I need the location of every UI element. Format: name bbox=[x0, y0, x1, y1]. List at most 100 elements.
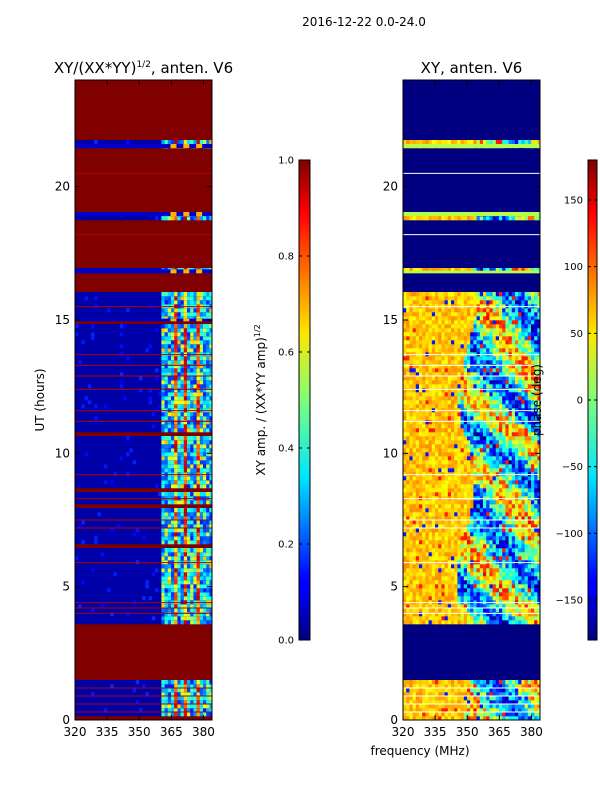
phase-heatmap-row bbox=[403, 528, 540, 533]
phase-heatmap-row bbox=[403, 548, 540, 553]
amp-heatmap-row bbox=[75, 612, 212, 617]
phase-heatmap-row bbox=[403, 468, 540, 473]
amplitude-panel: XY/(XX*YY)1/2, anten. V6 320 335 350 365 380… bbox=[33, 59, 233, 739]
y-tick-label: 20 bbox=[55, 180, 70, 194]
phase-colorbar: −150 −100 −50 0 50 100 150 phase (deg) bbox=[530, 159, 598, 641]
amp-bright-channel bbox=[183, 269, 190, 274]
amp-heatmap-row bbox=[75, 444, 212, 449]
amp-heatmap-row bbox=[75, 496, 212, 501]
x-tick-label: 335 bbox=[424, 725, 447, 739]
amp-heatmap-row bbox=[75, 456, 212, 461]
phase-heatmap-row bbox=[403, 576, 540, 581]
amp-heatmap-row bbox=[75, 360, 212, 365]
x-tick-label: 320 bbox=[64, 725, 87, 739]
phase-heatmap-row bbox=[403, 532, 540, 537]
phase-panel: XY, anten. V6 320 335 350 365 380 0 5 10 15 20 fr… bbox=[370, 59, 542, 758]
phase-heatmap-row bbox=[403, 456, 540, 461]
phase-heatmap-row bbox=[403, 316, 540, 321]
x-tick-label: 365 bbox=[488, 725, 511, 739]
y-tick-label: 0 bbox=[390, 713, 398, 727]
phase-heatmap-row bbox=[403, 336, 540, 341]
phase-heatmap-row bbox=[403, 356, 540, 361]
phase-heatmap-row bbox=[403, 488, 540, 493]
figure-title: 2016-12-22 0.0-24.0 bbox=[302, 15, 426, 29]
phase-heatmap-row bbox=[403, 712, 540, 717]
phase-heatmap-row bbox=[403, 292, 540, 297]
phase-heatmap-row bbox=[403, 460, 540, 465]
amp-heatmap-row bbox=[75, 352, 212, 357]
phase-heatmap-row bbox=[403, 464, 540, 469]
phase-heatmap-row bbox=[403, 680, 540, 685]
amp-heatmap-row bbox=[75, 480, 212, 485]
phase-heatmap-row bbox=[403, 508, 540, 513]
amp-heatmap-row bbox=[75, 472, 212, 477]
amp-heatmap-row bbox=[75, 140, 212, 145]
phase-heatmap bbox=[403, 80, 540, 720]
amp-heatmap-row bbox=[75, 464, 212, 469]
colorbar-tick-label: 1.0 bbox=[278, 156, 294, 167]
amplitude-plot-frame bbox=[74, 79, 213, 721]
amp-heatmap-row bbox=[75, 368, 212, 373]
phase-heatmap-row bbox=[403, 540, 540, 545]
phase-heatmap-row bbox=[403, 544, 540, 549]
phase-heatmap-row bbox=[403, 448, 540, 453]
amp-low-stripe bbox=[75, 212, 212, 216]
phase-heatmap-row bbox=[403, 396, 540, 401]
phase-heatmap-row bbox=[403, 560, 540, 565]
phase-heatmap-row bbox=[403, 572, 540, 577]
amp-heatmap-row bbox=[75, 680, 212, 685]
phase-heatmap-row bbox=[403, 372, 540, 377]
amp-heatmap-row bbox=[75, 304, 212, 309]
amp-heatmap-row bbox=[75, 420, 212, 425]
phase-heatmap-row bbox=[403, 580, 540, 585]
amp-heatmap-row bbox=[75, 604, 212, 609]
phase-heatmap-row bbox=[403, 268, 540, 273]
phase-heatmap-row bbox=[403, 428, 540, 433]
amplitude-colorbar-ticks: 0.0 0.2 0.4 0.6 0.8 1.0 bbox=[278, 156, 310, 647]
y-tick-label: 20 bbox=[383, 180, 398, 194]
amp-heatmap-row bbox=[75, 468, 212, 473]
amplitude-colorbar: 0.0 0.2 0.4 0.6 0.8 1.0 XY amp. / (XX*YY amp)… bbox=[253, 156, 311, 647]
phase-heatmap-row bbox=[403, 412, 540, 417]
amp-heatmap-row bbox=[75, 364, 212, 369]
amp-heatmap-row bbox=[75, 548, 212, 553]
amp-heatmap-row bbox=[75, 344, 212, 349]
phase-heatmap-row bbox=[403, 620, 540, 625]
amp-heatmap-row bbox=[75, 460, 212, 465]
phase-heatmap-row bbox=[403, 348, 540, 353]
amp-bright-channel bbox=[170, 144, 177, 148]
amp-low-stripe bbox=[75, 318, 212, 322]
phase-heatmap-row bbox=[403, 340, 540, 345]
phase-heatmap-row bbox=[403, 596, 540, 601]
amp-heatmap-row bbox=[75, 484, 212, 489]
amp-heatmap-row bbox=[75, 424, 212, 429]
amp-heatmap-row bbox=[75, 708, 212, 713]
amp-heatmap-row bbox=[75, 384, 212, 389]
amp-heatmap-row bbox=[75, 216, 212, 221]
phase-heatmap-row bbox=[403, 472, 540, 477]
amp-heatmap-row bbox=[75, 348, 212, 353]
amp-heatmap-row bbox=[75, 520, 212, 525]
amp-bright-channel bbox=[170, 212, 177, 216]
colorbar-tick-label: −150 bbox=[556, 596, 583, 607]
phase-heatmap-row bbox=[403, 500, 540, 505]
amp-bright-channel bbox=[183, 212, 190, 216]
amp-heatmap-row bbox=[75, 332, 212, 337]
phase-heatmap-row bbox=[403, 400, 540, 405]
phase-heatmap-row bbox=[403, 308, 540, 313]
phase-heatmap-row bbox=[403, 328, 540, 333]
amp-heatmap-row bbox=[75, 600, 212, 605]
amp-heatmap-row bbox=[75, 448, 212, 453]
amp-heatmap-row bbox=[75, 396, 212, 401]
amp-heatmap-row bbox=[75, 596, 212, 601]
amp-bright-channel bbox=[170, 269, 177, 274]
phase-plot-frame bbox=[402, 79, 541, 721]
y-tick-label: 5 bbox=[62, 580, 70, 594]
phase-heatmap-row bbox=[403, 600, 540, 605]
phase-heatmap-row bbox=[403, 404, 540, 409]
phase-heatmap-row bbox=[403, 332, 540, 337]
amp-heatmap-row bbox=[75, 388, 212, 393]
phase-heatmap-row bbox=[403, 420, 540, 425]
colorbar-tick-label: 0.6 bbox=[278, 348, 294, 359]
phase-heatmap-row bbox=[403, 592, 540, 597]
